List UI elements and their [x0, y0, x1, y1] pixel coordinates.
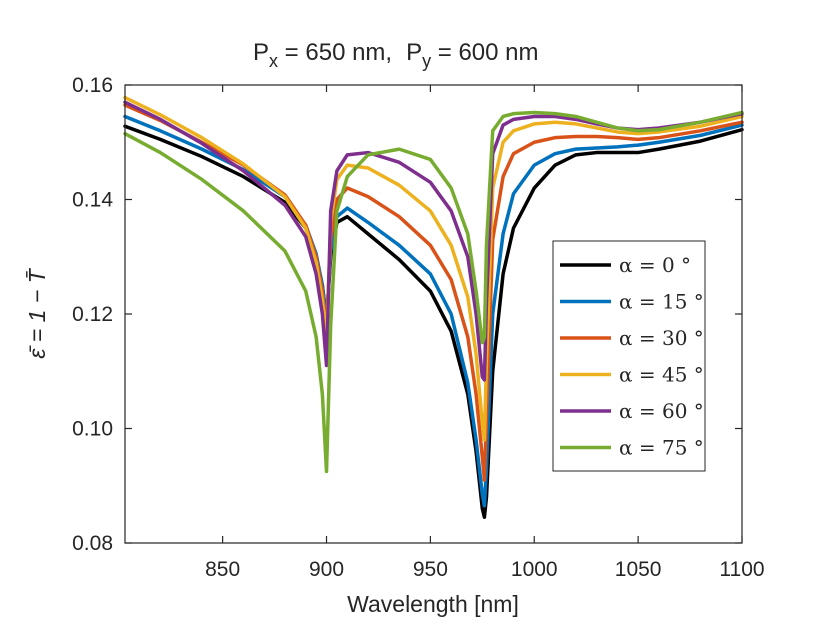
- series-layer: [123, 95, 744, 519]
- legend-label-4: α = 60 °: [619, 399, 704, 423]
- legend-label-5: α = 75 °: [619, 436, 704, 460]
- legend: α = 0 ° α = 15 ° α = 30 ° α = 45 ° α = 60 ° α…: [552, 240, 706, 472]
- legend-label-2: α = 30 °: [619, 326, 704, 350]
- title-py-value: = 600 nm: [431, 39, 538, 66]
- legend-box: [552, 240, 706, 472]
- y-tick-label: 0.16: [72, 74, 113, 97]
- title-py-subscript: y: [422, 51, 431, 71]
- series-line-5: [123, 110, 744, 474]
- y-tick-label: 0.12: [72, 303, 113, 326]
- axes-layer: 850 900 950 1000 1050 1100 0.08 0.10 0.12 0.14 0.1…: [72, 74, 764, 581]
- x-tick-label: 850: [205, 558, 240, 581]
- x-axis-label: Wavelength [nm]: [347, 591, 519, 617]
- legend-label-3: α = 45 °: [619, 363, 704, 387]
- title-px-value: = 650 nm,: [278, 39, 392, 66]
- legend-label-1: α = 15 °: [619, 290, 704, 314]
- x-tick-label: 1050: [615, 558, 662, 581]
- legend-label-0: α = 0 °: [619, 253, 691, 277]
- x-tick-label: 1100: [719, 558, 764, 581]
- y-tick-label: 0.10: [72, 418, 113, 441]
- y-tick-label: 0.14: [72, 189, 113, 212]
- series-line-4: [123, 100, 744, 382]
- x-tick-label: 900: [309, 558, 344, 581]
- y-tick-label: 0.08: [72, 532, 113, 555]
- title-py-label: P: [406, 39, 422, 66]
- y-axis-label: ε̄ = 1 − T̄: [24, 267, 50, 358]
- title-px-label: P: [253, 39, 269, 66]
- x-tick-label: 1000: [511, 558, 558, 581]
- x-tick-label: 950: [413, 558, 448, 581]
- title-px-subscript: x: [269, 51, 278, 71]
- chart-title: Px = 650 nm, Py = 600 nm: [253, 39, 539, 71]
- series-line-3: [123, 95, 744, 442]
